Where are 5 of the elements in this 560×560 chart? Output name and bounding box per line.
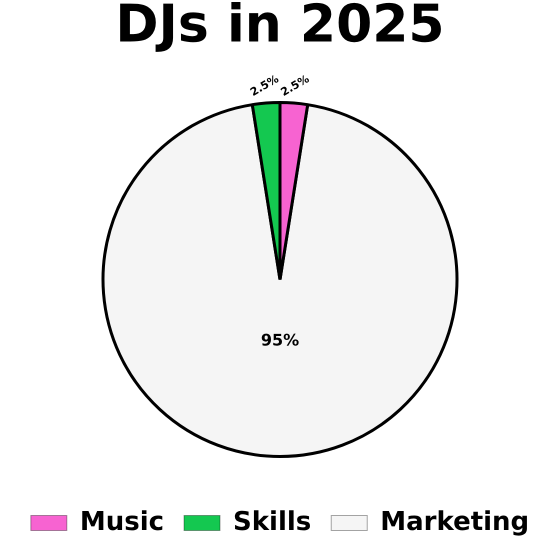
data-label: 95% xyxy=(260,330,300,350)
legend-label: Marketing xyxy=(380,506,530,537)
legend-label: Music xyxy=(80,506,164,537)
legend-label: Skills xyxy=(233,506,312,537)
chart-title: DJs in 2025 xyxy=(115,0,445,55)
